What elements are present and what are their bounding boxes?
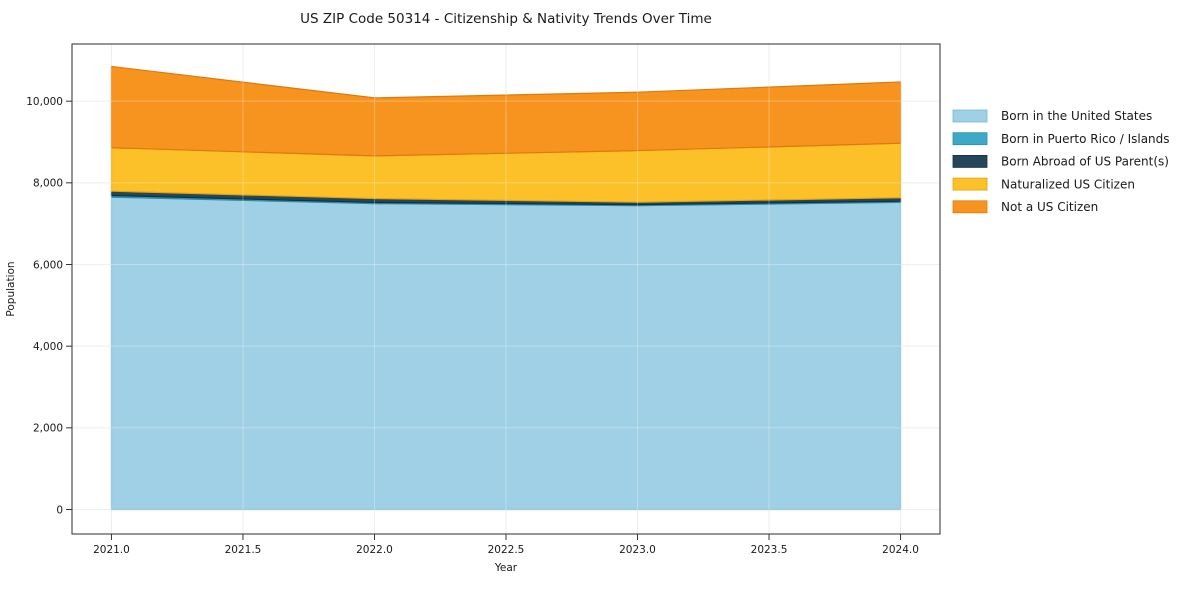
axis-ticks: 2021.0 2021.5 2022.0 2022.5 2023.0 2023.5 2024… [26, 96, 919, 556]
legend-swatch-naturalized-us-citizen [952, 177, 988, 191]
legend-label-born-in-puerto-rico-islands: Born in Puerto Rico / Islands [1001, 132, 1170, 146]
legend-item-born-in-the-united-states: Born in the United States [952, 109, 1152, 123]
y-tick-label: 0 [56, 504, 63, 516]
x-tick-label: 2021.5 [225, 544, 262, 556]
legend-label-born-in-the-united-states: Born in the United States [1001, 109, 1152, 123]
y-tick-label: 4,000 [33, 341, 63, 353]
legend-item-born-abroad-of-us-parent-s: Born Abroad of US Parent(s) [952, 154, 1169, 169]
y-tick-label: 6,000 [33, 259, 63, 271]
x-axis-label: Year [494, 562, 518, 574]
legend-item-not-a-us-citizen: Not a US Citizen [952, 200, 1098, 214]
legend-swatch-born-abroad-of-us-parent-s [952, 154, 988, 168]
x-tick-label: 2024.0 [882, 544, 919, 556]
legend-label-not-a-us-citizen: Not a US Citizen [1001, 200, 1098, 214]
legend-label-naturalized-us-citizen: Naturalized US Citizen [1001, 177, 1135, 191]
x-tick-label: 2023.5 [751, 544, 788, 556]
legend-swatch-born-in-the-united-states [952, 109, 988, 123]
legend-swatch-born-in-puerto-rico-islands [952, 132, 988, 146]
y-tick-label: 8,000 [33, 178, 63, 190]
gridlines-over [72, 44, 940, 534]
stacked-areas [110, 65, 902, 511]
chart-legend: Born in the United States Born in Puerto … [952, 109, 1170, 214]
legend-item-born-in-puerto-rico-islands: Born in Puerto Rico / Islands [952, 132, 1170, 146]
x-tick-label: 2022.5 [488, 544, 525, 556]
chart-title: US ZIP Code 50314 - Citizenship & Nativi… [300, 11, 712, 27]
x-tick-label: 2023.0 [619, 544, 656, 556]
x-tick-label: 2022.0 [356, 544, 393, 556]
y-tick-label: 2,000 [33, 423, 63, 435]
area-not-a-us-citizen [110, 65, 902, 157]
legend-swatch-not-a-us-citizen [952, 200, 988, 214]
legend-label-born-abroad-of-us-parent-s: Born Abroad of US Parent(s) [1001, 155, 1169, 169]
legend-item-naturalized-us-citizen: Naturalized US Citizen [952, 177, 1135, 191]
y-tick-label: 10,000 [26, 96, 63, 108]
y-axis-label: Population [5, 261, 17, 316]
x-tick-label: 2021.0 [93, 544, 130, 556]
